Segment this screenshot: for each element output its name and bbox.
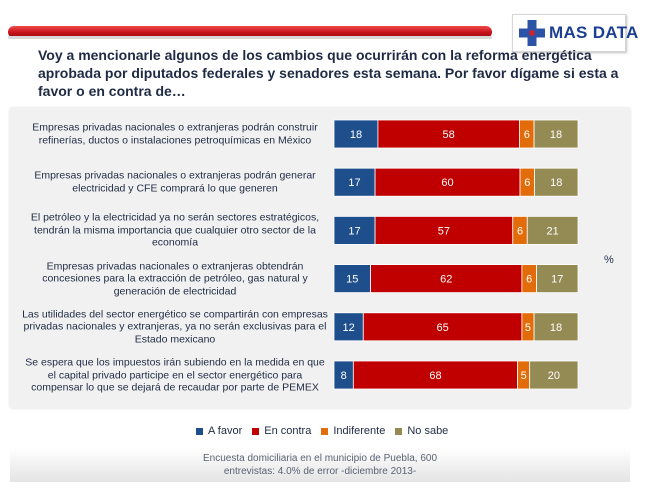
bar-segment bbox=[529, 360, 579, 390]
brand-logo: MAS DATA bbox=[512, 14, 638, 52]
footer-line-2: entrevistas: 4.0% de error -diciembre 20… bbox=[223, 466, 417, 477]
category-label: Empresas privadas nacionales o extranjer… bbox=[42, 259, 308, 297]
data-label: 58 bbox=[443, 129, 455, 141]
medical-cross-icon bbox=[519, 20, 545, 46]
bar-segment bbox=[377, 119, 520, 149]
legend-swatch bbox=[196, 427, 203, 435]
data-label: 17 bbox=[348, 177, 360, 189]
data-label: 5 bbox=[525, 322, 531, 334]
chart-legend: A favor En contra Indiferente No sabe bbox=[196, 424, 458, 438]
data-label: 8 bbox=[341, 370, 347, 382]
data-label: 65 bbox=[436, 322, 448, 334]
bar-segment bbox=[526, 216, 579, 245]
category-label: El petróleo y la electricidad ya no será… bbox=[30, 211, 320, 249]
brand-name: MAS DATA bbox=[549, 23, 639, 42]
footer-note: Encuesta domiciliaria en el municipio de… bbox=[10, 448, 630, 482]
footer-line-1: Encuesta domiciliaria en el municipio de… bbox=[202, 453, 438, 464]
chart-panel: Empresas privadas nacionales o extranjer… bbox=[10, 108, 630, 408]
header-red-bar bbox=[8, 26, 492, 38]
legend-item: En contra bbox=[252, 425, 311, 437]
bar-segment bbox=[352, 360, 519, 390]
stacked-bar-chart: 18 58 6 18 17 60 6 18 17 57 6 21 15 62 6 17 12 65 5 18 8 68 5 2… bbox=[333, 119, 579, 390]
legend-swatch bbox=[321, 427, 329, 435]
bar-segment bbox=[362, 312, 523, 342]
bar-segment bbox=[533, 312, 579, 342]
data-label: 6 bbox=[524, 177, 530, 189]
category-label: Las utilidades del sector energético se … bbox=[22, 308, 328, 346]
data-label: 57 bbox=[438, 225, 450, 237]
category-label: Se espera que los impuestos irán subiend… bbox=[25, 356, 325, 394]
legend-item: No sabe bbox=[395, 425, 448, 437]
data-label: 5 bbox=[521, 370, 527, 382]
data-label: 6 bbox=[524, 129, 530, 141]
data-label: 12 bbox=[343, 322, 355, 334]
legend-label: No sabe bbox=[407, 425, 449, 437]
data-label: 18 bbox=[550, 322, 562, 334]
data-label: 17 bbox=[551, 274, 563, 286]
legend-item: Indiferente bbox=[321, 425, 385, 437]
bar-segment bbox=[534, 167, 579, 197]
data-label: 6 bbox=[526, 274, 532, 286]
bar-segment bbox=[333, 216, 376, 245]
data-label: 62 bbox=[440, 274, 452, 286]
legend-swatch bbox=[395, 427, 403, 435]
category-label: Empresas privadas nacionales o extranjer… bbox=[34, 169, 316, 195]
data-label: 15 bbox=[346, 274, 358, 286]
bar-segment bbox=[536, 264, 579, 294]
bar-segment bbox=[374, 216, 514, 245]
data-label: 21 bbox=[547, 225, 559, 237]
data-label: 17 bbox=[348, 225, 360, 237]
legend-label: A favor bbox=[208, 425, 243, 437]
data-label: 18 bbox=[350, 129, 362, 141]
data-label: 18 bbox=[550, 129, 562, 141]
bar-segment bbox=[333, 167, 376, 197]
data-label: 6 bbox=[517, 225, 523, 237]
header-bar-shadow bbox=[8, 36, 492, 39]
data-label: 20 bbox=[548, 370, 560, 382]
data-label: 68 bbox=[429, 370, 441, 382]
legend-label: Indiferente bbox=[333, 425, 386, 437]
category-label: Empresas privadas nacionales o extranjer… bbox=[32, 121, 318, 147]
bar-segment bbox=[333, 264, 371, 294]
bar-segment bbox=[533, 119, 579, 149]
bar-segment bbox=[374, 167, 521, 197]
unit-label: % bbox=[604, 254, 614, 266]
legend-swatch bbox=[252, 427, 260, 435]
legend-item: A favor bbox=[196, 425, 242, 437]
survey-question: Voy a mencionarle algunos de los cambios… bbox=[38, 47, 619, 99]
bar-segment bbox=[370, 264, 523, 294]
data-label: 60 bbox=[441, 177, 453, 189]
legend-label: En contra bbox=[264, 425, 312, 437]
data-label: 18 bbox=[550, 177, 562, 189]
